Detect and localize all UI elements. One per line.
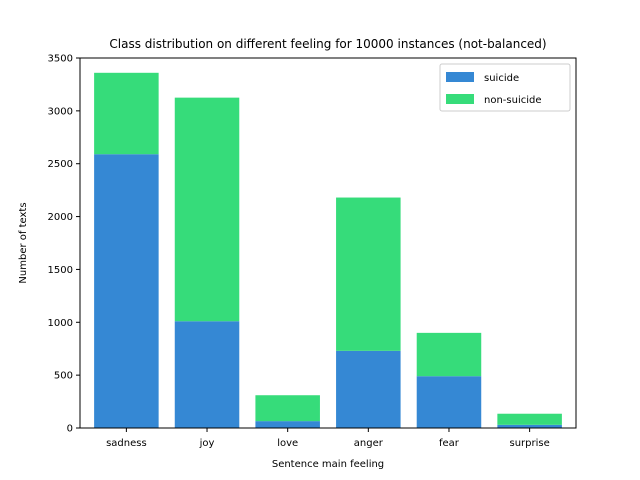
bar-non-suicide-sadness [94,72,159,155]
x-tick-label: fear [439,438,460,449]
x-axis-title: Sentence main feeling [272,459,384,470]
legend: suicide non-suicide [439,63,571,112]
chart-title: Class distribution on different feeling … [109,37,546,51]
x-tick-label: joy [199,438,215,449]
bar-suicide-surprise [497,424,562,428]
bar-suicide-joy [174,321,240,428]
plot-frame [79,57,577,429]
y-tick-label: 1000 [48,318,73,329]
legend-swatch-non-suicide [446,94,474,104]
bar-non-suicide-love [255,395,320,422]
x-tick-label: sadness [106,438,147,449]
bar-non-suicide-surprise [497,413,562,425]
x-tick-label: surprise [509,438,549,449]
bar-non-suicide-fear [416,332,482,377]
y-tick-label: 500 [54,371,73,382]
y-axis-title: Number of texts [18,202,29,283]
bar-suicide-anger [336,350,401,428]
y-tick-label: 2000 [48,212,73,223]
legend-label-non-suicide: non-suicide [484,95,542,106]
bar-suicide-love [255,421,320,428]
bars-layer [94,72,562,428]
bar-suicide-fear [416,376,482,428]
x-tick-label: anger [354,438,384,449]
y-tick-label: 0 [67,424,73,435]
y-tick-label: 1500 [48,265,73,276]
y-tick-label: 2500 [48,159,73,170]
legend-swatch-suicide [446,72,474,82]
legend-label-suicide: suicide [484,73,519,84]
x-tick-label: love [277,438,298,449]
y-tick-label: 3500 [48,54,73,65]
bar-non-suicide-anger [336,197,401,351]
axes-layer: sadness joy love anger fear surprise 0 500 1000 1… [48,54,550,450]
bar-suicide-sadness [94,154,159,428]
bar-non-suicide-joy [174,97,240,322]
y-tick-label: 3000 [48,106,73,117]
